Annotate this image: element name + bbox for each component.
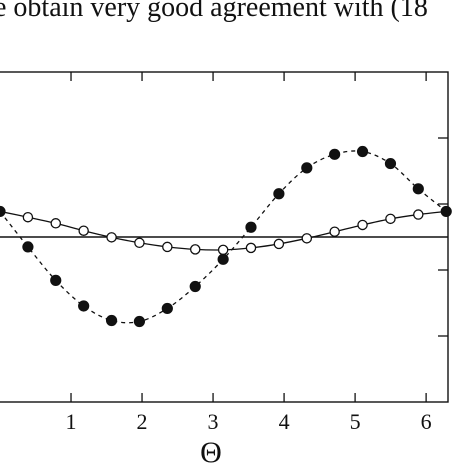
filled-series-point <box>78 300 90 312</box>
filled-series-point <box>440 205 452 218</box>
x-tick-labels: 1 2 3 4 5 6 <box>66 409 432 434</box>
filled-series-point <box>384 157 397 170</box>
x-tick-label: 6 <box>421 409 432 434</box>
body-text-line: e obtain very good agreement with (18 <box>0 0 428 23</box>
filled-series-point <box>50 274 62 286</box>
filled-series-point <box>161 302 173 315</box>
filled-series-point <box>217 253 229 265</box>
x-tick-label: 5 <box>350 409 361 434</box>
x-tick-label: 3 <box>208 409 219 434</box>
open-series-point <box>217 244 229 256</box>
x-tick-label: 4 <box>279 409 290 434</box>
axis-ticks <box>70 72 448 402</box>
filled-series-point <box>105 314 118 327</box>
filled-series-point <box>245 221 257 233</box>
filled-series-point <box>412 183 424 195</box>
open-series-line <box>0 210 447 251</box>
filled-series-point <box>0 205 6 218</box>
open-series-point <box>162 241 173 253</box>
x-axis-label: Θ <box>200 436 222 469</box>
open-series-point <box>273 238 285 250</box>
open-series-point <box>189 244 201 255</box>
filled-series-point <box>22 241 34 253</box>
open-series-point <box>78 225 89 236</box>
x-tick-label: 1 <box>66 409 77 434</box>
filled-series-point <box>273 188 285 200</box>
open-series-point <box>245 242 257 254</box>
filled-series-point <box>189 280 201 293</box>
open-series-point <box>357 219 368 231</box>
series-markers <box>0 145 452 328</box>
open-series-point <box>22 211 34 223</box>
filled-series-point <box>133 315 146 328</box>
open-series-point <box>50 218 62 229</box>
open-series-point <box>413 209 424 220</box>
open-series-point <box>385 213 396 225</box>
open-series-point <box>301 233 313 244</box>
open-series-point <box>106 232 117 243</box>
filled-series-point <box>301 162 313 174</box>
open-series-point <box>329 226 340 237</box>
x-tick-label: 2 <box>137 409 148 434</box>
open-series-point <box>134 237 145 249</box>
filled-series-point <box>356 145 369 158</box>
filled-series-point <box>329 148 341 160</box>
